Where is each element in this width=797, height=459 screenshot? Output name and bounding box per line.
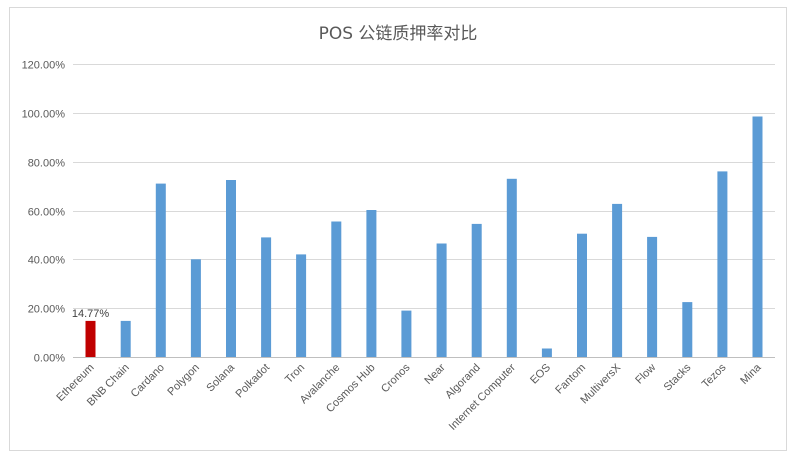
bar: [331, 221, 342, 357]
y-tick-label: 20.00%: [28, 304, 66, 316]
bar: [577, 233, 587, 357]
y-tick-label: 100.00%: [22, 109, 66, 121]
chart-title: POS 公链质押率对比: [319, 24, 478, 44]
y-axis-ticks: 0.00% 20.00% 40.00% 60.00% 80.00% 100.00% 120.…: [22, 60, 66, 365]
y-tick-label: 80.00%: [28, 158, 66, 170]
chart-frame: [9, 7, 787, 451]
x-category-label: EOS: [528, 362, 553, 387]
bar: [752, 116, 763, 357]
bar: [717, 171, 728, 357]
bar: [647, 236, 658, 357]
x-category-label: Mina: [738, 361, 764, 387]
x-category-label: Fantom: [553, 362, 588, 397]
x-category-label: Polkadot: [233, 362, 272, 401]
bar: [190, 259, 201, 357]
x-category-label: Flow: [633, 362, 658, 387]
bar: [506, 178, 517, 357]
gridlines: [73, 64, 775, 358]
bar: [296, 254, 307, 357]
y-tick-label: 60.00%: [28, 207, 66, 219]
x-category-label: Tron: [283, 362, 307, 386]
y-tick-label: 0.00%: [34, 353, 65, 365]
x-category-label: Cronos: [379, 361, 413, 395]
x-category-label: Polygon: [165, 362, 202, 399]
bar: [471, 223, 482, 357]
data-labels: 14.77%: [72, 308, 110, 320]
bar: [120, 320, 131, 357]
bar: [85, 320, 96, 357]
bar: [261, 237, 272, 357]
bar: [612, 203, 623, 357]
x-category-label: Cardano: [129, 362, 167, 400]
x-category-label: Near: [422, 361, 448, 387]
bars: [85, 116, 763, 357]
x-category-label: Stacks: [662, 361, 694, 393]
x-category-label: Internet Computer: [447, 361, 518, 432]
y-tick-label: 120.00%: [22, 60, 66, 72]
bar: [541, 348, 552, 357]
bar: [401, 310, 412, 357]
bar: [226, 180, 236, 357]
bar: [682, 302, 693, 357]
bar: [366, 210, 377, 357]
bar: [436, 243, 447, 357]
data-label: 14.77%: [72, 308, 110, 320]
bar: [155, 183, 166, 357]
x-category-label: Solana: [204, 361, 237, 394]
x-category-label: Tezos: [700, 361, 729, 390]
y-tick-label: 40.00%: [28, 255, 66, 267]
